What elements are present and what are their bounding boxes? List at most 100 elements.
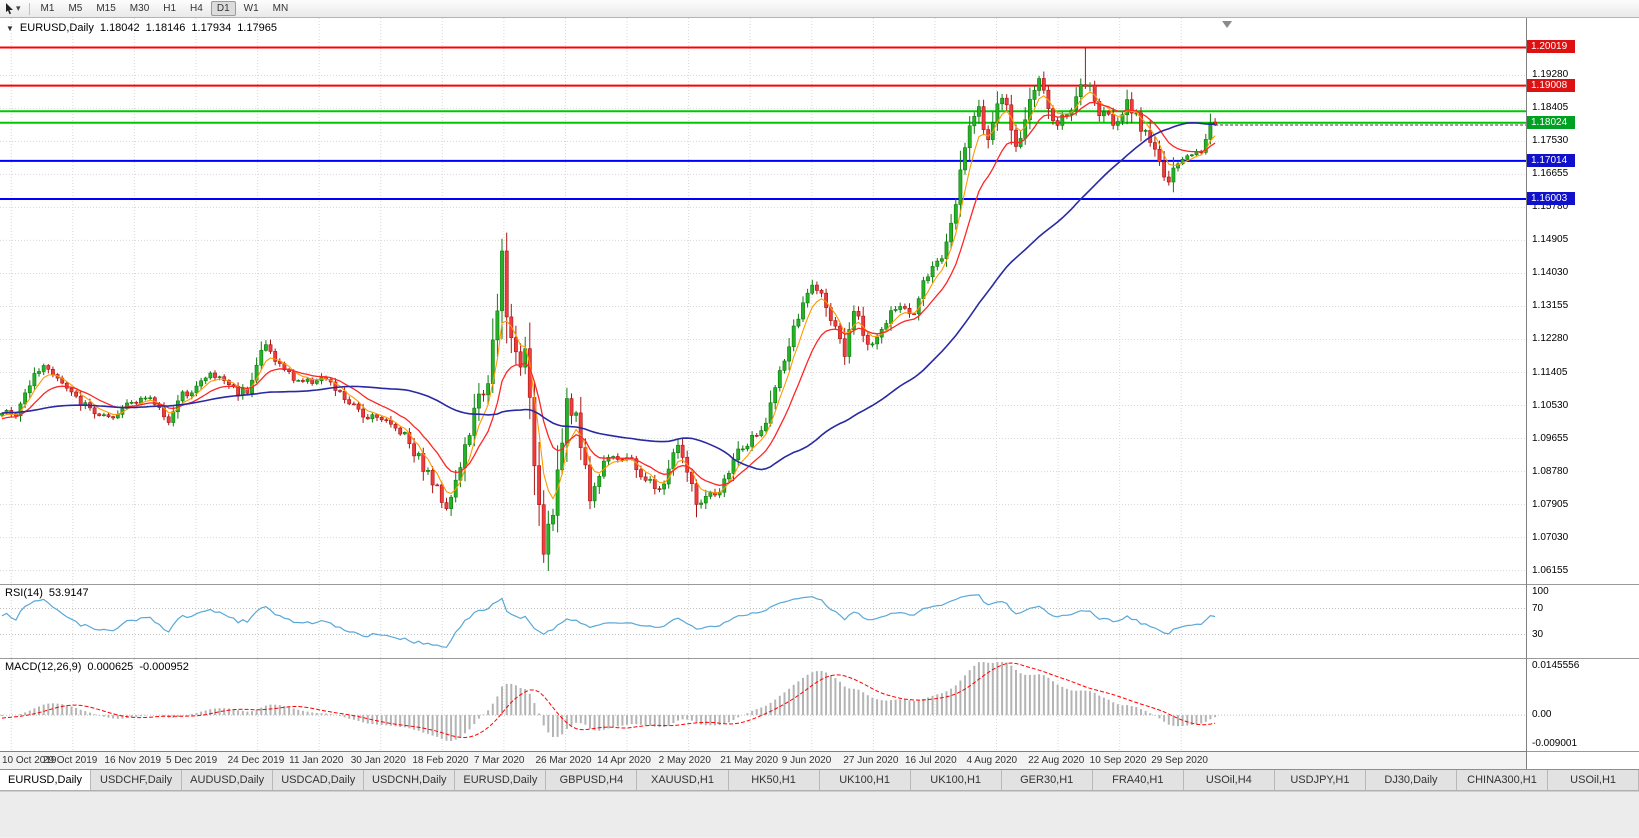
- axis-separator: [1527, 584, 1639, 585]
- date-axis-label: 30 Jan 2020: [350, 755, 406, 766]
- timeframe-button-d1[interactable]: D1: [210, 1, 236, 16]
- price-axis-label: 1.07030: [1532, 531, 1569, 543]
- panel-separator[interactable]: [0, 584, 1526, 585]
- timeframe-button-w1[interactable]: W1: [243, 3, 259, 14]
- macd-axis-label: 0.00: [1532, 709, 1552, 721]
- rsi-axis-label: 30: [1532, 628, 1544, 640]
- macd-signal-line: [1, 662, 1216, 739]
- chart-shift-marker[interactable]: [1222, 21, 1233, 28]
- timeframe-button-m5[interactable]: M5: [68, 3, 83, 14]
- timeframe-button-mn[interactable]: MN: [272, 3, 289, 14]
- price-axis-label: 1.09655: [1532, 432, 1569, 444]
- date-axis-label: 24 Dec 2019: [227, 755, 285, 766]
- date-axis-label: 26 Mar 2020: [535, 755, 592, 766]
- price-axis-label: 1.07905: [1532, 498, 1569, 510]
- axis-separator: [1527, 658, 1639, 659]
- date-axis-label: 18 Feb 2020: [412, 755, 469, 766]
- price-axis-label: 1.14030: [1532, 267, 1569, 279]
- chart-tab-fra40-h1-12[interactable]: FRA40,H1: [1092, 770, 1184, 790]
- date-axis-label: 10 Oct 2019: [2, 755, 57, 766]
- price-axis-label: 1.17530: [1532, 135, 1569, 147]
- timeframe-button-m30[interactable]: M30: [129, 3, 150, 14]
- panel-separator[interactable]: [0, 658, 1526, 659]
- main-chart-panel: ▼ EURUSD,Daily 1.18042 1.18146 1.17934 1…: [0, 18, 1526, 584]
- chart-tab-dj30-daily-15[interactable]: DJ30,Daily: [1365, 770, 1457, 790]
- chart-tab-eurusd-daily-5[interactable]: EURUSD,Daily: [455, 770, 547, 790]
- date-axis-label: 27 Jun 2020: [843, 755, 899, 766]
- axis-separator: [1527, 751, 1639, 752]
- price-axis-label: 1.06155: [1532, 564, 1569, 576]
- chart-tab-uk100-h1-10[interactable]: UK100,H1: [910, 770, 1002, 790]
- chart-tab-usoil-h1-17[interactable]: USOil,H1: [1548, 770, 1639, 790]
- rsi-axis-label: 100: [1532, 586, 1549, 597]
- pointer-tool-icon[interactable]: [4, 2, 15, 15]
- ma-line-ema-5: [1, 91, 1216, 500]
- chart-tab-bar: EURUSD,Daily USDCHF,Daily AUDUSD,Daily USDC…: [0, 769, 1639, 791]
- price-axis-label: 1.19280: [1532, 69, 1569, 81]
- timeframe-toolbar: ▾ M1 M5 M15 M30 H1 H4 D1 W1 MN: [0, 0, 1639, 18]
- date-axis-label: 29 Oct 2019: [42, 755, 98, 766]
- date-axis-label: 16 Jul 2020: [904, 755, 957, 766]
- main-grid-layer: [0, 18, 1526, 584]
- macd-chart[interactable]: [0, 659, 1526, 751]
- macd-indicator-panel: MACD(12,26,9) 0.000625 -0.000952: [0, 659, 1526, 751]
- price-axis-label: 1.15780: [1532, 201, 1569, 213]
- timeframe-buttons-group: M1 M5 M15 M30 H1 H4 D1 W1 MN: [35, 1, 295, 16]
- price-axis-label: 1.11405: [1532, 366, 1568, 378]
- chart-tab-audusd-daily-2[interactable]: AUDUSD,Daily: [182, 770, 274, 790]
- price-axis-label: 1.08780: [1532, 465, 1569, 477]
- date-axis-label: 2 May 2020: [658, 755, 711, 766]
- chart-tab-usdcnh-daily-4[interactable]: USDCNH,Daily: [364, 770, 456, 790]
- status-bar: [0, 791, 1639, 837]
- chart-tab-usoil-h4-13[interactable]: USOil,H4: [1183, 770, 1275, 790]
- date-axis-label: 16 Nov 2019: [104, 755, 162, 766]
- chart-tab-gbpusd-h4-6[interactable]: GBPUSD,H4: [546, 770, 638, 790]
- date-axis-label: 7 Mar 2020: [473, 755, 525, 766]
- time-axis[interactable]: 10 Oct 2019 29 Oct 2019 16 Nov 2019 5 Dec 2…: [0, 751, 1526, 769]
- ma-line-sma-50: [1, 121, 1216, 471]
- timeframe-button-h1[interactable]: H1: [163, 3, 177, 14]
- price-tag-1.17014: 1.17014: [1527, 153, 1575, 167]
- date-axis-label: 4 Aug 2020: [966, 755, 1018, 766]
- chart-tab-china300-h1-16[interactable]: CHINA300,H1: [1457, 770, 1549, 790]
- timeframe-button-m1[interactable]: M1: [40, 3, 55, 14]
- macd-axis-label: -0.009001: [1532, 738, 1578, 749]
- chart-window: ▼ EURUSD,Daily 1.18042 1.18146 1.17934 1…: [0, 18, 1639, 769]
- chart-tab-xauusd-h1-7[interactable]: XAUUSD,H1: [637, 770, 729, 790]
- rsi-indicator-panel: RSI(14) 53.9147: [0, 585, 1526, 658]
- price-axis-label: 1.13155: [1532, 300, 1569, 312]
- chart-tab-usdchf-daily-1[interactable]: USDCHF,Daily: [91, 770, 183, 790]
- date-axis-label: 5 Dec 2019: [165, 755, 218, 766]
- macd-histogram: [1, 662, 1217, 741]
- chart-tab-ger30-h1-11[interactable]: GER30,H1: [1001, 770, 1093, 790]
- chart-tab-usdcad-daily-3[interactable]: USDCAD,Daily: [273, 770, 365, 790]
- ma-line-ema-13: [1, 101, 1216, 487]
- price-axis-label: 1.14905: [1532, 234, 1569, 246]
- date-axis-label: 14 Apr 2020: [597, 755, 651, 766]
- price-axis-label: 1.16655: [1532, 168, 1569, 180]
- price-axis-label: 1.10530: [1532, 399, 1569, 411]
- chart-tab-eurusd-daily-0[interactable]: EURUSD,Daily: [0, 770, 92, 790]
- chart-tab-usdjpy-h1-14[interactable]: USDJPY,H1: [1274, 770, 1366, 790]
- price-tag-1.18024: 1.18024: [1527, 115, 1575, 129]
- main-price-chart[interactable]: [0, 18, 1526, 584]
- date-axis-label: 21 May 2020: [720, 755, 779, 766]
- date-axis-label: 29 Sep 2020: [1151, 755, 1208, 766]
- toolbar-separator: [28, 2, 30, 15]
- rsi-chart[interactable]: [0, 585, 1526, 658]
- price-axis[interactable]: 1.19280 1.18405 1.17530 1.16655 1.15780 1.149…: [1526, 18, 1639, 769]
- candles-layer: [0, 47, 1218, 571]
- chart-plots-column: ▼ EURUSD,Daily 1.18042 1.18146 1.17934 1…: [0, 18, 1526, 769]
- chart-tab-uk100-h1-9[interactable]: UK100,H1: [819, 770, 911, 790]
- price-tag-1.16003: 1.16003: [1527, 192, 1575, 205]
- timeframe-button-h4[interactable]: H4: [190, 3, 203, 14]
- toolbar-dropdown-caret-icon[interactable]: ▾: [16, 3, 21, 13]
- date-axis-label: 11 Jan 2020: [289, 755, 344, 766]
- price-tag-1.20019: 1.20019: [1527, 40, 1575, 54]
- rsi-line: [1, 594, 1216, 648]
- chart-tab-hk50-h1-8[interactable]: HK50,H1: [728, 770, 820, 790]
- timeframe-button-m15[interactable]: M15: [96, 3, 116, 14]
- price-axis-label: 1.18405: [1532, 102, 1569, 114]
- price-tag-1.19008: 1.19008: [1527, 78, 1575, 92]
